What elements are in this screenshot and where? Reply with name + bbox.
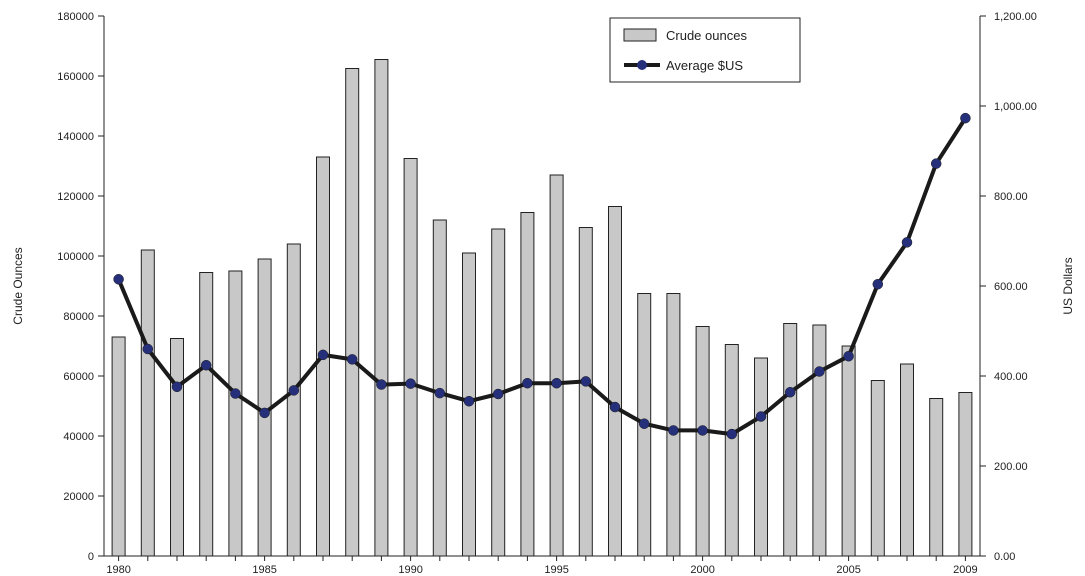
y-tick-label-left: 60000 xyxy=(63,371,94,383)
line-point-1984 xyxy=(230,388,241,399)
bar-1996 xyxy=(578,227,593,557)
bar-1981 xyxy=(140,249,155,557)
line-point-1981 xyxy=(142,343,154,355)
y-tick-label-left: 160000 xyxy=(57,71,94,83)
y-tick-label-left: 100000 xyxy=(57,251,94,263)
bar-1999 xyxy=(666,293,681,557)
legend-label-crude-ounces: Crude ounces xyxy=(666,28,747,43)
bar-2004 xyxy=(812,324,827,557)
line-point-2009 xyxy=(960,112,971,124)
line-point-1983 xyxy=(200,359,212,371)
line-point-2000 xyxy=(697,425,708,436)
line-point-1980 xyxy=(113,274,124,285)
bar-2007 xyxy=(900,363,914,557)
bar-2009 xyxy=(958,392,973,557)
bar-2008 xyxy=(929,398,944,557)
legend-label-average-usd: Average $US xyxy=(666,58,743,73)
bar-1989 xyxy=(374,59,389,557)
legend: Crude ounces Average $US xyxy=(609,17,801,83)
line-point-2007 xyxy=(901,237,913,248)
line-path xyxy=(116,117,968,437)
line-point-1985 xyxy=(259,407,270,419)
line-point-1986 xyxy=(288,385,300,396)
line-point-1982 xyxy=(171,381,183,393)
x-tick-label: 2005 xyxy=(836,564,860,576)
x-tick-label: 2000 xyxy=(690,564,714,576)
bar-2000 xyxy=(695,326,710,557)
line-point-1987 xyxy=(317,349,329,361)
x-tick-label: 2009 xyxy=(953,564,977,576)
y-axis-title-right: US Dollars xyxy=(1061,257,1075,314)
y-tick-label-left: 0 xyxy=(88,551,94,563)
bar-1980 xyxy=(111,336,126,557)
bar-1983 xyxy=(199,272,214,557)
y-tick-label-right: 1,200.00 xyxy=(994,11,1037,23)
line-point-2005 xyxy=(843,350,854,362)
y-tick-label-right: 200.00 xyxy=(994,461,1028,473)
line-point-2002 xyxy=(755,411,767,422)
bar-series-crude-ounces xyxy=(111,59,973,557)
x-tick-label: 1985 xyxy=(252,564,276,576)
bar-1997 xyxy=(608,206,622,557)
bar-2006 xyxy=(870,380,885,557)
y-tick-label-left: 40000 xyxy=(63,431,94,443)
line-point-1992 xyxy=(463,395,475,407)
bar-2002 xyxy=(754,357,768,557)
line-point-2006 xyxy=(872,278,884,290)
bar-1990 xyxy=(403,158,418,557)
line-point-1996 xyxy=(580,376,592,387)
bar-1988 xyxy=(345,68,360,557)
y-tick-label-left: 20000 xyxy=(63,491,94,503)
line-point-1989 xyxy=(376,379,387,390)
line-point-1991 xyxy=(434,387,446,399)
line-point-1995 xyxy=(551,377,562,389)
line-point-2004 xyxy=(814,366,825,377)
y-tick-label-right: 800.00 xyxy=(994,191,1028,203)
y-tick-label-right: 600.00 xyxy=(994,281,1028,293)
x-tick-label: 1980 xyxy=(106,564,130,576)
bar-1986 xyxy=(286,243,301,557)
y-tick-label-left: 80000 xyxy=(63,311,94,323)
line-series-average-usd xyxy=(113,112,971,440)
bar-1984 xyxy=(228,270,243,557)
line-point-1999 xyxy=(668,425,679,436)
legend-swatch-bar xyxy=(623,28,657,42)
bar-2005 xyxy=(841,345,856,557)
line-point-2008 xyxy=(930,158,942,169)
line-point-1988 xyxy=(346,354,358,365)
legend-swatch-marker xyxy=(637,60,647,70)
y-tick-label-right: 400.00 xyxy=(994,371,1028,383)
bar-2003 xyxy=(783,323,798,557)
line-point-2001 xyxy=(726,428,738,440)
x-tick-label: 1990 xyxy=(398,564,422,576)
line-point-1998 xyxy=(638,418,650,429)
line-point-1990 xyxy=(405,378,416,389)
bar-2001 xyxy=(724,344,739,557)
bar-1982 xyxy=(170,338,184,557)
line-point-1993 xyxy=(492,388,504,400)
bar-1995 xyxy=(549,174,564,557)
line-point-1997 xyxy=(609,401,621,413)
x-tick-label: 1995 xyxy=(544,564,568,576)
y-axis-title-left: Crude Ounces xyxy=(11,247,25,324)
y-tick-label-right: 1,000.00 xyxy=(994,101,1037,113)
y-tick-label-left: 180000 xyxy=(57,11,94,23)
y-tick-label-right: 0.00 xyxy=(994,551,1015,563)
axes: 0 20000 40000 60000 80000 100000 120000 140000 1… xyxy=(57,11,1037,576)
y-tick-label-left: 120000 xyxy=(57,191,94,203)
y-tick-label-left: 140000 xyxy=(57,131,94,143)
line-point-2003 xyxy=(784,386,796,398)
line-point-1994 xyxy=(522,377,533,389)
